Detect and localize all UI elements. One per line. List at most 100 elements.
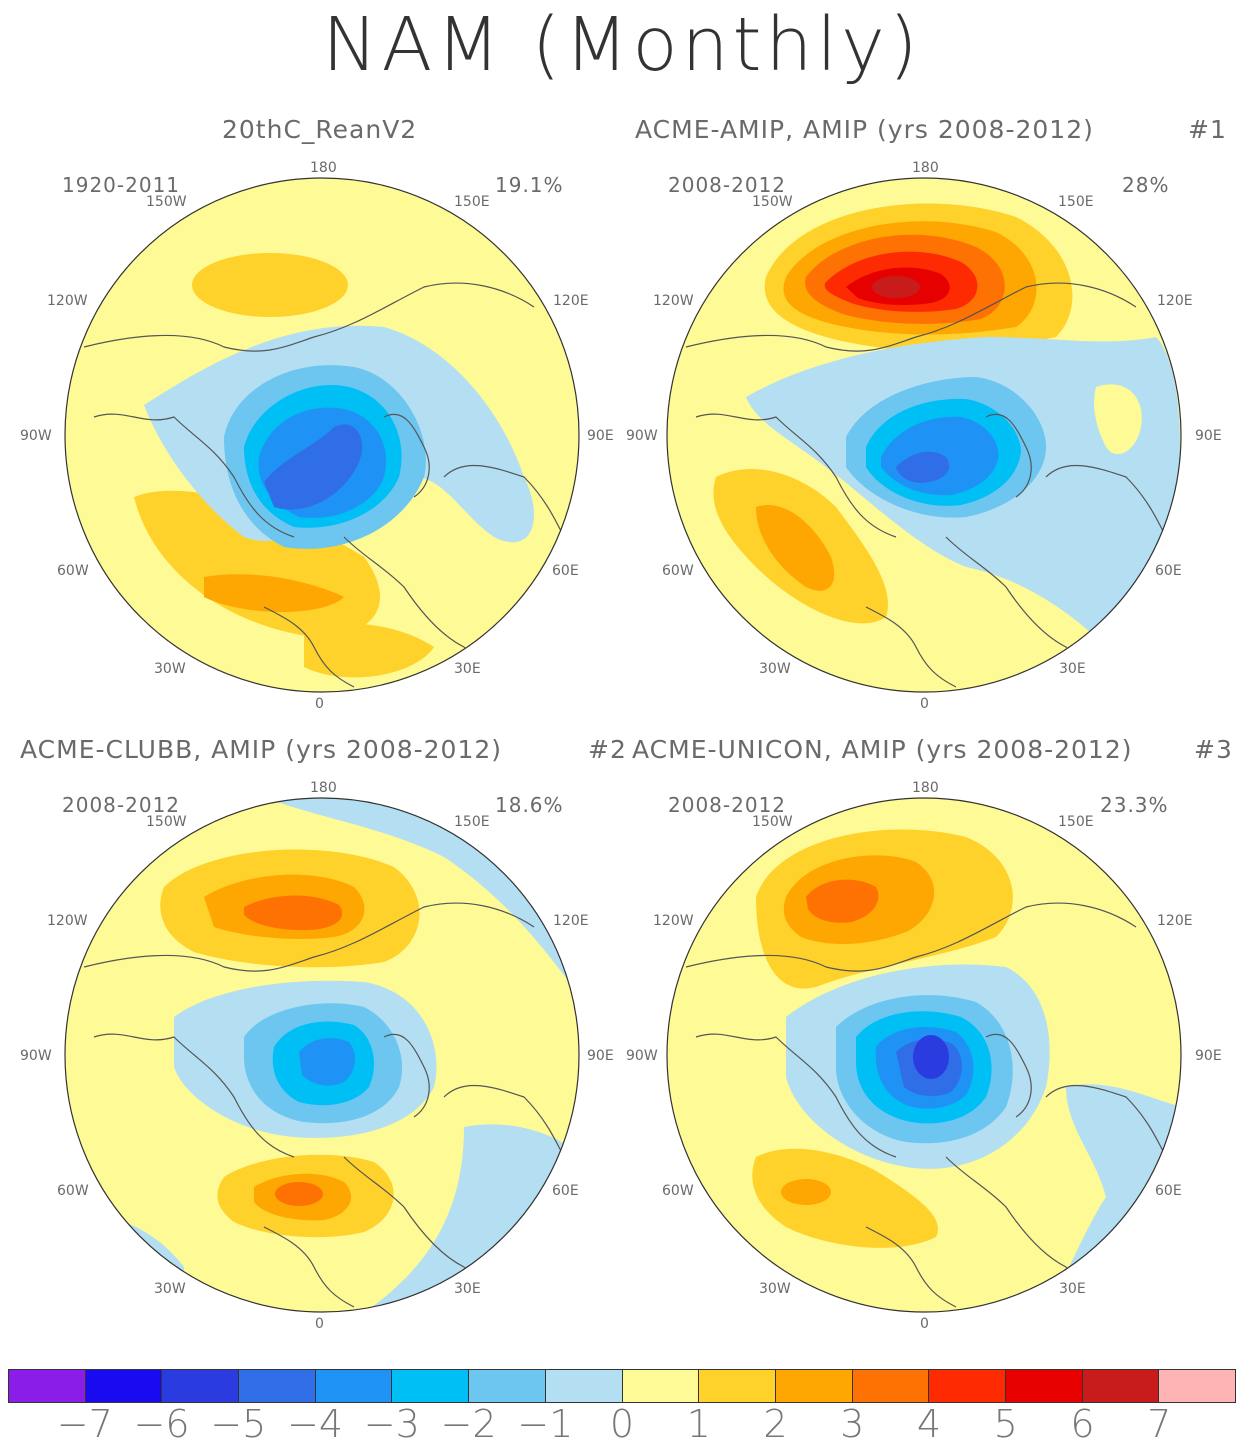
lon-label-150w: 150W: [146, 194, 187, 210]
lon-label-30w: 30W: [154, 1281, 186, 1297]
lon-label-60w: 60W: [57, 1183, 89, 1199]
lon-label-90e: 90E: [1195, 428, 1222, 444]
panel-number: #1: [1188, 115, 1227, 144]
colorbar-swatch: [1082, 1370, 1160, 1402]
lon-label-90w: 90W: [20, 1048, 52, 1064]
figure-title: NAM (Monthly): [322, 2, 922, 88]
lon-label-150e: 150E: [1058, 814, 1094, 830]
lon-label-0: 0: [920, 696, 929, 712]
lon-label-90w: 90W: [626, 428, 658, 444]
lon-label-60e: 60E: [1155, 1183, 1182, 1199]
lon-label-120w: 120W: [653, 913, 694, 929]
polar-map: [666, 797, 1182, 1313]
colorbar-tick-label: 3: [840, 1402, 865, 1446]
colorbar-swatch: [1005, 1370, 1083, 1402]
colorbar-tick-label: −1: [517, 1402, 574, 1446]
lon-label-150e: 150E: [454, 194, 490, 210]
colorbar-swatch: [239, 1370, 316, 1402]
colorbar-swatch: [469, 1370, 546, 1402]
colorbar-swatch: [852, 1370, 930, 1402]
colorbar-swatch: [622, 1370, 700, 1402]
lon-label-180: 180: [310, 780, 337, 796]
colorbar-swatch: [545, 1370, 623, 1402]
lon-label-0: 0: [920, 1316, 929, 1332]
colorbar-swatch: [699, 1370, 776, 1402]
lon-label-60w: 60W: [57, 563, 89, 579]
panel-years: 2008-2012: [62, 793, 181, 817]
lon-label-150e: 150E: [1058, 194, 1094, 210]
panel-acme-unicon: ACME-UNICON, AMIP (yrs 2008-2012) #3 200…: [622, 735, 1244, 1355]
panel-number: #2: [588, 735, 627, 764]
colorbar-swatch: [315, 1370, 393, 1402]
lon-label-120e: 120E: [553, 913, 589, 929]
colorbar-tick-label: −5: [210, 1402, 267, 1446]
panel-years: 2008-2012: [668, 793, 787, 817]
colorbar-tick-label: 2: [763, 1402, 788, 1446]
panel-variance: 19.1%: [495, 173, 564, 197]
lon-label-30e: 30E: [454, 1281, 481, 1297]
colorbar-swatch: [9, 1370, 86, 1402]
polar-map: [64, 177, 580, 693]
colorbar-swatch: [85, 1370, 163, 1402]
lon-label-90e: 90E: [587, 428, 614, 444]
colorbar-swatch: [162, 1370, 240, 1402]
panel-acme-clubb: ACME-CLUBB, AMIP (yrs 2008-2012) #2 2008…: [0, 735, 626, 1355]
lon-label-150w: 150W: [752, 194, 793, 210]
lon-label-120w: 120W: [653, 293, 694, 309]
lon-label-180: 180: [912, 160, 939, 176]
lon-label-30w: 30W: [154, 661, 186, 677]
colorbar-swatch: [775, 1370, 853, 1402]
lon-label-120e: 120E: [1157, 293, 1193, 309]
lon-label-90e: 90E: [587, 1048, 614, 1064]
lon-label-120e: 120E: [1157, 913, 1193, 929]
panel-variance: 28%: [1122, 173, 1170, 197]
polar-map: [666, 177, 1182, 693]
lon-label-30w: 30W: [759, 661, 791, 677]
lon-label-120w: 120W: [47, 293, 88, 309]
lon-label-180: 180: [310, 160, 337, 176]
panel-variance: 18.6%: [495, 793, 564, 817]
lon-label-150e: 150E: [454, 814, 490, 830]
panel-variance: 23.3%: [1100, 793, 1169, 817]
lon-label-180: 180: [912, 780, 939, 796]
colorbar-tick-label: −6: [133, 1402, 190, 1446]
lon-label-0: 0: [315, 1316, 324, 1332]
panel-title: ACME-AMIP, AMIP (yrs 2008-2012): [635, 115, 1094, 144]
lon-label-90w: 90W: [626, 1048, 658, 1064]
colorbar-tick-label: −4: [286, 1402, 344, 1446]
lon-label-60e: 60E: [1155, 563, 1182, 579]
panel-title: ACME-UNICON, AMIP (yrs 2008-2012): [632, 735, 1133, 764]
lon-label-90e: 90E: [1195, 1048, 1222, 1064]
colorbar-swatch: [929, 1370, 1006, 1402]
lon-label-120w: 120W: [47, 913, 88, 929]
lon-label-30e: 30E: [1059, 661, 1086, 677]
lon-label-60w: 60W: [662, 1183, 694, 1199]
lon-label-60w: 60W: [662, 563, 694, 579]
lon-label-120e: 120E: [553, 293, 589, 309]
colorbar-tick-label: 1: [686, 1402, 711, 1446]
panel-title: ACME-CLUBB, AMIP (yrs 2008-2012): [20, 735, 503, 764]
colorbar-tick-label: −2: [440, 1402, 497, 1446]
colorbar-tick-label: 4: [916, 1402, 942, 1446]
panel-number: #3: [1194, 735, 1233, 764]
lon-label-90w: 90W: [20, 428, 52, 444]
colorbar-swatch: [392, 1370, 470, 1402]
colorbar-swatch: [1159, 1370, 1235, 1402]
colorbar: [8, 1369, 1236, 1403]
colorbar-tick-label: −7: [56, 1402, 113, 1446]
colorbar-tick-label: 0: [609, 1402, 635, 1446]
panel-20thc-reanv2: 20thC_ReanV2 1920-2011 19.1% 1: [0, 115, 622, 735]
lon-label-30w: 30W: [759, 1281, 791, 1297]
panel-acme-amip: ACME-AMIP, AMIP (yrs 2008-2012) #1 2008-…: [622, 115, 1244, 735]
lon-label-60e: 60E: [552, 1183, 579, 1199]
lon-label-150w: 150W: [146, 814, 187, 830]
lon-label-60e: 60E: [552, 563, 579, 579]
colorbar-tick-label: 6: [1070, 1402, 1095, 1446]
lon-label-30e: 30E: [454, 661, 481, 677]
colorbar-tick-label: −3: [363, 1402, 420, 1446]
lon-label-0: 0: [315, 696, 324, 712]
colorbar-tick-label: 5: [993, 1402, 1018, 1446]
panel-years: 2008-2012: [668, 173, 787, 197]
panel-title: 20thC_ReanV2: [222, 115, 418, 144]
polar-map: [64, 797, 580, 1313]
